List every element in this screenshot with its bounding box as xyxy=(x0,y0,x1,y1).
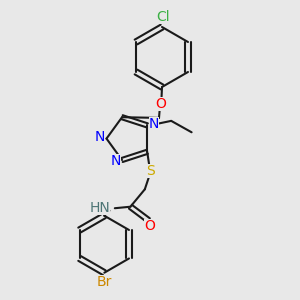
Text: S: S xyxy=(146,164,154,178)
Text: O: O xyxy=(145,219,155,232)
Text: N: N xyxy=(95,130,105,144)
Text: N: N xyxy=(110,154,121,169)
Text: HN: HN xyxy=(90,201,110,215)
Text: N: N xyxy=(148,117,159,131)
Text: O: O xyxy=(155,97,166,110)
Text: Cl: Cl xyxy=(157,11,170,24)
Text: Br: Br xyxy=(97,275,112,289)
